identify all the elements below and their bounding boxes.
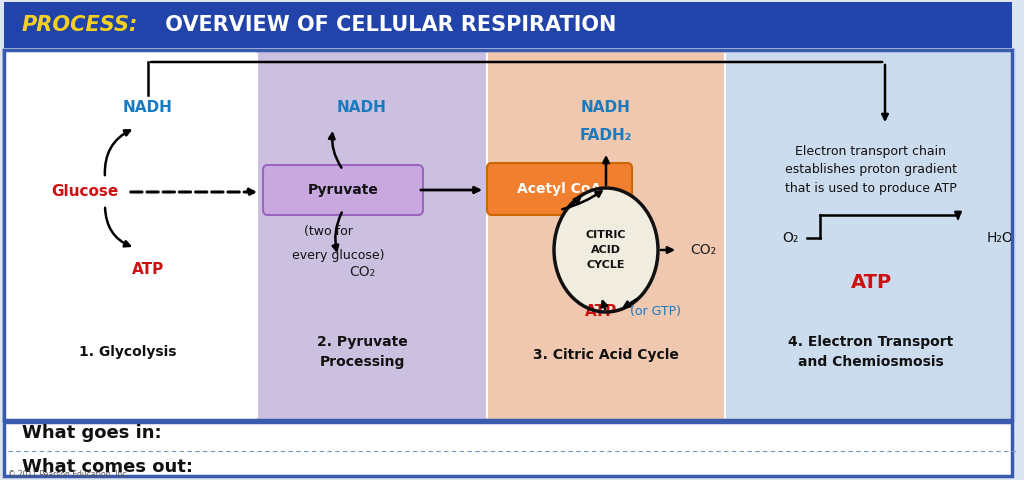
Ellipse shape bbox=[554, 188, 658, 312]
Text: H₂O: H₂O bbox=[987, 231, 1014, 245]
Text: ACID: ACID bbox=[591, 245, 621, 255]
Text: Pyruvate: Pyruvate bbox=[307, 183, 379, 197]
Text: FADH₂: FADH₂ bbox=[580, 128, 632, 143]
Text: OVERVIEW OF CELLULAR RESPIRATION: OVERVIEW OF CELLULAR RESPIRATION bbox=[158, 15, 616, 35]
Text: Glucose: Glucose bbox=[51, 184, 119, 200]
Text: CYCLE: CYCLE bbox=[587, 260, 626, 270]
Text: ATP: ATP bbox=[585, 304, 617, 320]
Text: every glucose): every glucose) bbox=[292, 249, 384, 262]
Text: CO₂: CO₂ bbox=[690, 243, 716, 257]
Text: O₂: O₂ bbox=[781, 231, 798, 245]
Text: 4. Electron Transport
and Chemiosmosis: 4. Electron Transport and Chemiosmosis bbox=[788, 335, 953, 369]
Text: CO₂: CO₂ bbox=[349, 265, 375, 279]
Text: 3. Citric Acid Cycle: 3. Citric Acid Cycle bbox=[534, 348, 679, 362]
Text: NADH: NADH bbox=[123, 100, 173, 116]
Text: ATP: ATP bbox=[851, 273, 892, 291]
FancyBboxPatch shape bbox=[488, 50, 724, 420]
FancyBboxPatch shape bbox=[4, 50, 1012, 420]
Text: 1. Glycolysis: 1. Glycolysis bbox=[79, 345, 177, 359]
Text: Electron transport chain
establishes proton gradient
that is used to produce ATP: Electron transport chain establishes pro… bbox=[785, 145, 957, 195]
Text: CITRIC: CITRIC bbox=[586, 230, 627, 240]
Text: PROCESS:: PROCESS: bbox=[22, 15, 138, 35]
FancyBboxPatch shape bbox=[258, 50, 486, 420]
Text: Acetyl CoA: Acetyl CoA bbox=[517, 182, 602, 196]
FancyBboxPatch shape bbox=[487, 163, 632, 215]
Text: 2. Pyruvate
Processing: 2. Pyruvate Processing bbox=[316, 335, 408, 369]
Text: What goes in:: What goes in: bbox=[22, 423, 162, 442]
Text: What comes out:: What comes out: bbox=[22, 458, 193, 476]
Text: © 2011 Pearson Education, Inc.: © 2011 Pearson Education, Inc. bbox=[8, 470, 129, 480]
Text: ATP: ATP bbox=[132, 263, 164, 277]
FancyBboxPatch shape bbox=[4, 422, 1012, 476]
Text: NADH: NADH bbox=[337, 100, 387, 116]
FancyBboxPatch shape bbox=[4, 50, 256, 420]
FancyBboxPatch shape bbox=[263, 165, 423, 215]
FancyBboxPatch shape bbox=[4, 2, 1012, 48]
FancyBboxPatch shape bbox=[726, 50, 1016, 420]
Text: NADH: NADH bbox=[581, 100, 631, 116]
Text: (two for: (two for bbox=[303, 226, 352, 239]
Text: (or GTP): (or GTP) bbox=[631, 305, 682, 319]
